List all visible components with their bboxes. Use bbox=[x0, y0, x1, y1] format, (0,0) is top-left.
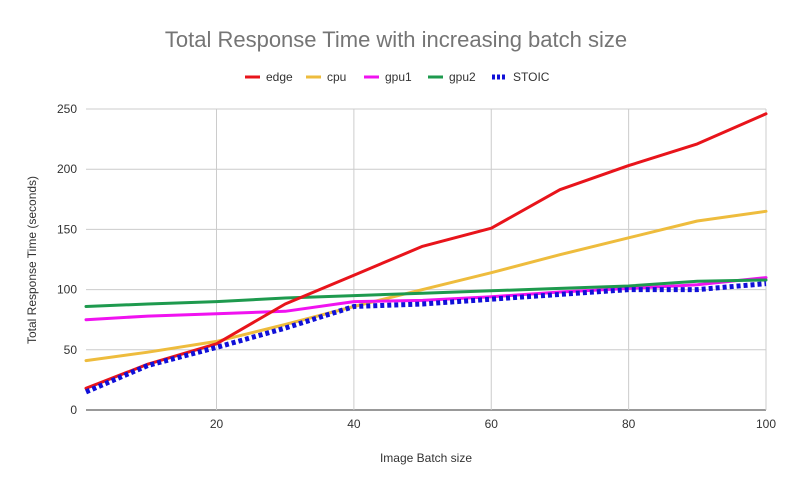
series-line-cpu bbox=[84, 209, 768, 363]
legend-item-gpu2: gpu2 bbox=[428, 70, 476, 84]
legend-item-gpu1: gpu1 bbox=[364, 70, 412, 84]
x-tick-label: 60 bbox=[485, 417, 499, 431]
series-line-gpu1 bbox=[84, 276, 768, 322]
x-tick-label: 20 bbox=[210, 417, 224, 431]
x-tick-label: 100 bbox=[756, 417, 776, 431]
y-tick-label: 100 bbox=[57, 283, 77, 297]
legend-label: edge bbox=[266, 70, 293, 84]
legend-item-stoic: STOIC bbox=[492, 70, 550, 84]
series-line-gpu2 bbox=[84, 278, 768, 308]
y-tick-label: 200 bbox=[57, 162, 77, 176]
y-axis-label: Total Response Time (seconds) bbox=[25, 176, 39, 344]
chart-title: Total Response Time with increasing batc… bbox=[165, 27, 627, 52]
legend-label: gpu1 bbox=[385, 70, 412, 84]
tick-labels: 0 50 100 150 200 250 20 40 60 80 100 bbox=[57, 102, 776, 431]
legend-item-cpu: cpu bbox=[306, 70, 346, 84]
legend-label: gpu2 bbox=[449, 70, 476, 84]
y-tick-label: 250 bbox=[57, 102, 77, 116]
x-tick-label: 40 bbox=[347, 417, 361, 431]
legend-label: cpu bbox=[327, 70, 346, 84]
x-tick-label: 80 bbox=[622, 417, 636, 431]
gridlines bbox=[86, 108, 767, 411]
series-layer bbox=[84, 112, 768, 395]
x-axis-label: Image Batch size bbox=[380, 451, 472, 465]
legend-label: STOIC bbox=[513, 70, 550, 84]
legend: edge cpu gpu1 gpu2 STOIC bbox=[245, 70, 550, 84]
legend-item-edge: edge bbox=[245, 70, 293, 84]
series-line-edge bbox=[84, 112, 768, 390]
y-tick-label: 50 bbox=[64, 343, 78, 357]
y-tick-label: 0 bbox=[70, 403, 77, 417]
y-tick-label: 150 bbox=[57, 222, 77, 236]
series-line-stoic bbox=[85, 281, 767, 395]
